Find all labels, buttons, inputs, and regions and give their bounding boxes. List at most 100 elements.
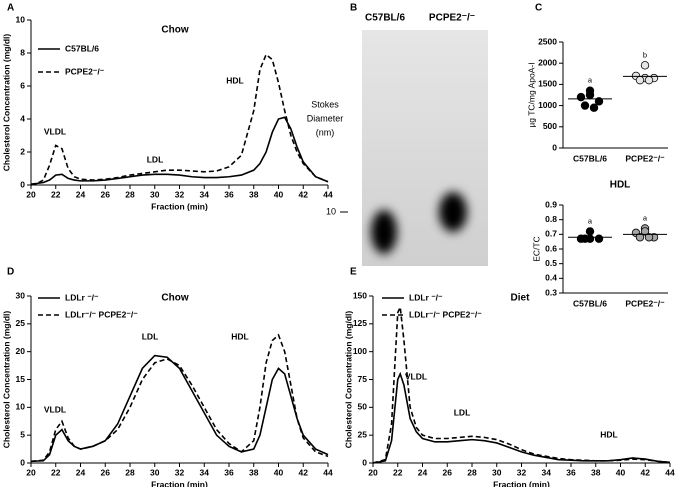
x-tick-label: 42 [299,467,309,477]
y-tick-label: 2500 [538,36,557,46]
y-tick-label: 0.7 [545,229,557,239]
annotation: VLDL [44,126,66,136]
y-tick-label: 2 [20,146,25,156]
data-point [585,90,595,100]
y-tick-label: 4 [20,113,25,123]
y-tick-label: 0.3 [545,287,557,297]
legend-label: LDLr⁻/⁻ PCPE2⁻/⁻ [65,309,138,319]
y-axis-label: Cholesterol Concentration (mg/dl) [343,311,353,449]
gel-band [371,210,397,254]
chart-title: Chow [161,25,188,36]
x-tick-label: 34 [542,467,552,477]
annotation: HDL [231,331,248,341]
data-point [576,92,586,102]
x-tick-label: 38 [249,467,259,477]
panel-letter: D [7,267,14,278]
x-axis-label: Fraction (min) [493,479,550,487]
data-point [640,61,650,70]
data-point [635,233,645,242]
y-tick-label: 0.8 [545,214,557,224]
x-tick-label: 24 [418,467,428,477]
annotation: VLDL [405,371,427,381]
y-tick-label: 10 [16,14,26,24]
chart-title: Diet [511,293,531,304]
y-tick-label: 0 [20,179,25,189]
scale-tick-label: 10 [326,206,336,216]
y-tick-label: 100 [353,346,367,356]
legend-label: PCPE2⁻/⁻ [65,66,105,76]
x-tick-label: 30 [150,467,160,477]
y-axis-label: EC/TC [531,236,541,262]
y-tick-label: 5 [20,429,25,439]
x-tick-label: 44 [323,467,333,477]
y-tick-label: 0.6 [545,243,557,253]
x-tick-label: PCPE2⁻/⁻ [625,298,665,308]
y-tick-label: 30 [16,290,26,300]
x-tick-label: 36 [566,467,576,477]
x-tick-label: 44 [323,189,333,199]
x-tick-label: 22 [393,467,403,477]
y-tick-label: 1000 [538,100,557,110]
x-tick-label: 26 [443,467,453,477]
x-tick-label: 40 [616,467,626,477]
x-tick-label: 38 [591,467,601,477]
x-tick-label: 40 [274,467,284,477]
series-line [30,116,329,186]
x-tick-label: 40 [274,189,284,199]
y-tick-label: 0 [20,457,25,467]
data-point [580,101,590,110]
x-tick-label: 36 [224,467,234,477]
legend-label: LDLr⁻/⁻ PCPE2⁻/⁻ [409,309,482,319]
data-point [644,75,654,85]
x-tick-label: 32 [517,467,527,477]
x-tick-label: 22 [51,467,61,477]
x-tick-label: 38 [249,189,259,199]
x-tick-label: 24 [76,467,86,477]
x-tick-label: PCPE2⁻/⁻ [625,153,665,163]
x-tick-label: 34 [200,189,210,199]
y-tick-label: 0 [552,142,557,152]
annotation: VLDL [44,404,66,414]
data-point [585,227,595,236]
data-point [640,227,650,236]
x-tick-label: 42 [299,189,309,199]
y-tick-label: 25 [16,318,26,328]
y-axis-label: Cholesterol Concentration (mg/dl) [1,34,11,172]
panel-letter: B [350,3,357,14]
data-point [635,75,645,85]
series-line [372,304,671,464]
scale-label: (nm) [316,127,335,137]
y-tick-label: 125 [353,318,367,328]
data-point [594,234,604,243]
series-line [372,371,671,464]
chart-title: Chow [161,293,188,304]
x-tick-label: C57BL/6 [573,298,607,308]
y-tick-label: 6 [20,80,25,90]
chart-title: HDL [610,180,631,191]
y-tick-label: 15 [16,374,26,384]
x-tick-label: 34 [200,467,210,477]
y-tick-label: 0 [362,457,367,467]
data-point [580,234,590,243]
y-tick-label: 8 [20,47,25,57]
y-tick-label: 10 [16,402,26,412]
significance-letter: a [588,216,593,225]
series-line [30,354,329,463]
y-tick-label: 0.9 [545,199,557,209]
x-tick-label: 22 [51,189,61,199]
x-tick-label: 32 [175,189,185,199]
legend-label: LDLr ⁻/⁻ [65,292,99,302]
lane-label: C57BL/6 [365,13,405,24]
significance-letter: a [588,76,593,85]
x-tick-label: 28 [125,189,135,199]
series-line [30,53,329,185]
x-tick-label: 30 [150,189,160,199]
legend-label: C57BL/6 [65,43,99,53]
panel-letter: C [535,3,542,14]
y-tick-label: 500 [543,121,557,131]
x-tick-label: 26 [101,467,111,477]
data-point [594,97,604,106]
x-axis-label: Fraction (min) [151,201,208,211]
x-tick-label: 20 [26,467,36,477]
